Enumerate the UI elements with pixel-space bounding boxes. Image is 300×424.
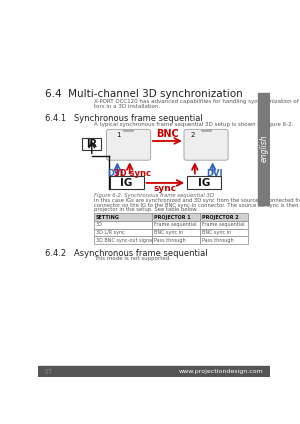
Text: tors in a 3D installation.: tors in a 3D installation.: [94, 104, 160, 109]
Text: This mode is not supported.: This mode is not supported.: [94, 257, 171, 262]
Bar: [152, 213, 200, 221]
Bar: [152, 237, 200, 244]
Text: 6.4.1   Synchronous frame sequential: 6.4.1 Synchronous frame sequential: [45, 114, 203, 123]
Bar: [38, 366, 270, 377]
Text: 3D BNC sync-out signal: 3D BNC sync-out signal: [96, 238, 153, 243]
Text: connector on the IG to the BNC sync-in connector. The source 3D sync is then sen: connector on the IG to the BNC sync-in c…: [94, 203, 300, 208]
FancyBboxPatch shape: [106, 129, 151, 160]
Text: Pass through: Pass through: [202, 238, 233, 243]
Text: PROJECTOR 2: PROJECTOR 2: [202, 215, 238, 220]
Bar: [200, 237, 248, 244]
Text: SETTING: SETTING: [96, 215, 119, 220]
Text: projector in the setup. See table below.: projector in the setup. See table below.: [94, 207, 198, 212]
Text: sync: sync: [154, 184, 177, 193]
Bar: [152, 229, 200, 237]
Bar: [258, 93, 270, 205]
Text: Figure 6-2. Synchronous frame sequential 3D: Figure 6-2. Synchronous frame sequential…: [94, 192, 214, 198]
Bar: [110, 176, 144, 190]
Text: BNC sync in: BNC sync in: [154, 230, 183, 235]
Bar: [82, 138, 101, 150]
Text: 3D sync: 3D sync: [114, 169, 151, 178]
Text: 37: 37: [44, 368, 53, 374]
Text: Frame sequential: Frame sequential: [202, 223, 244, 227]
Bar: [94, 229, 152, 237]
Bar: [200, 213, 248, 221]
Text: IR: IR: [86, 139, 97, 149]
Text: Frame sequential: Frame sequential: [154, 223, 196, 227]
Text: DVI: DVI: [107, 169, 124, 178]
Text: BNC sync in: BNC sync in: [202, 230, 231, 235]
Text: 3D L/R sync: 3D L/R sync: [96, 230, 124, 235]
Text: IG: IG: [198, 178, 210, 188]
Text: IG: IG: [120, 178, 133, 188]
Text: BNC: BNC: [156, 129, 179, 139]
Bar: [94, 221, 152, 229]
Text: 6.4  Multi-channel 3D synchronization: 6.4 Multi-channel 3D synchronization: [45, 89, 243, 99]
Text: www.projectiondesign.com: www.projectiondesign.com: [179, 369, 264, 374]
Text: english: english: [259, 135, 268, 162]
Text: In this case IGs are synchronized and 3D sync from the source is connected from : In this case IGs are synchronized and 3D…: [94, 198, 300, 203]
Text: A typical synchronous frame sequential 3D setup is shown in Figure 6-2.: A typical synchronous frame sequential 3…: [94, 123, 293, 128]
Text: PROJECTOR 1: PROJECTOR 1: [154, 215, 190, 220]
Text: X-PORT DCC120 has advanced capabilities for handling synchronization of multiple: X-PORT DCC120 has advanced capabilities …: [94, 99, 300, 104]
Text: Pass through: Pass through: [154, 238, 185, 243]
Text: 3D: 3D: [96, 223, 103, 227]
FancyBboxPatch shape: [184, 129, 228, 160]
Bar: [200, 221, 248, 229]
Bar: [187, 176, 221, 190]
Bar: [152, 221, 200, 229]
Bar: [94, 213, 152, 221]
Text: DVI: DVI: [207, 169, 223, 178]
Bar: [200, 229, 248, 237]
Text: 6.4.2   Asynchronous frame sequential: 6.4.2 Asynchronous frame sequential: [45, 249, 208, 258]
Text: 2: 2: [191, 132, 195, 138]
Bar: [94, 237, 152, 244]
Text: 1: 1: [116, 132, 121, 138]
